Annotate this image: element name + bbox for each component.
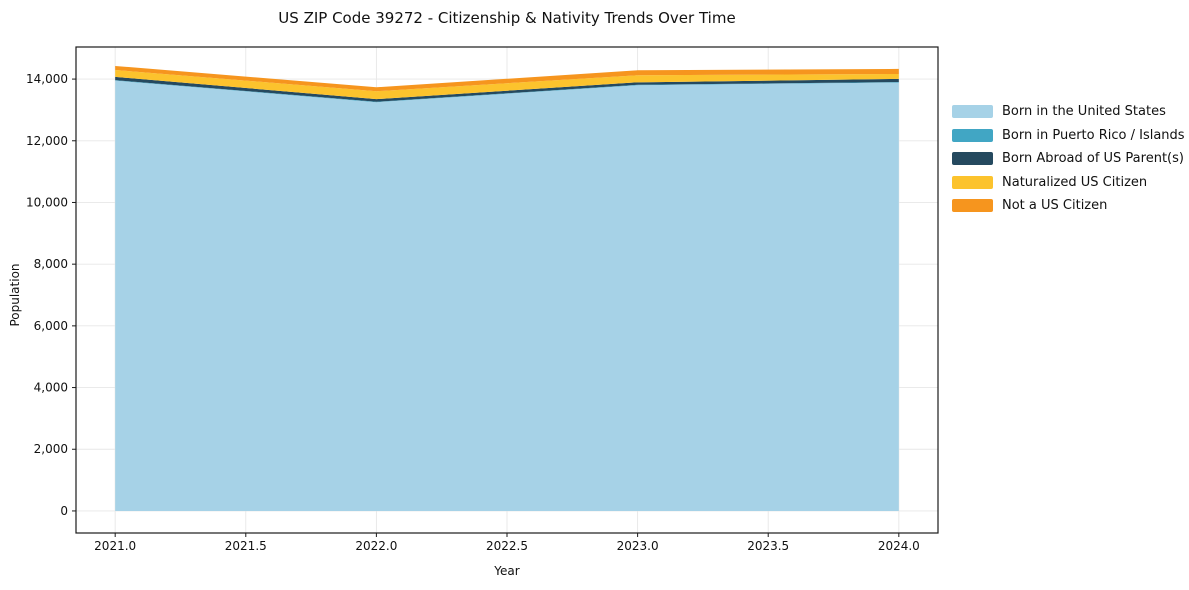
x-tick-label: 2022.5 — [486, 539, 528, 553]
y-tick-label: 12,000 — [26, 134, 68, 148]
y-tick-label: 2,000 — [34, 442, 68, 456]
y-tick-label: 10,000 — [26, 195, 68, 209]
legend-swatch-naturalized — [952, 175, 993, 189]
legend-item: Not a US Citizen — [952, 194, 1185, 218]
legend-label: Born Abroad of US Parent(s) — [1002, 151, 1184, 167]
area-series-3 — [115, 69, 899, 100]
area-series-0 — [115, 80, 899, 511]
y-tick-label: 6,000 — [34, 319, 68, 333]
area-series-4 — [115, 65, 899, 92]
y-tick-label: 0 — [60, 504, 68, 518]
legend-swatch-puerto-rico — [952, 128, 993, 142]
legend-swatch-born-us — [952, 105, 993, 119]
x-tick-label: 2023.5 — [747, 539, 789, 553]
x-tick-label: 2024.0 — [878, 539, 920, 553]
y-tick-label: 8,000 — [34, 257, 68, 271]
legend-label: Born in Puerto Rico / Islands — [1002, 127, 1185, 143]
legend-label: Born in the United States — [1002, 104, 1166, 120]
x-tick-label: 2023.0 — [617, 539, 659, 553]
area-series-1 — [115, 80, 899, 103]
legend-item: Naturalized US Citizen — [952, 171, 1185, 195]
y-axis-label: Population — [8, 263, 22, 327]
legend-swatch-not-citizen — [952, 199, 993, 213]
x-tick-label: 2021.5 — [225, 539, 267, 553]
legend-label: Naturalized US Citizen — [1002, 174, 1148, 190]
legend-item: Born in the United States — [952, 100, 1185, 124]
legend-label: Not a US Citizen — [1002, 198, 1108, 214]
x-tick-label: 2021.0 — [94, 539, 136, 553]
y-tick-label: 14,000 — [26, 72, 68, 86]
legend-item: Born in Puerto Rico / Islands — [952, 124, 1185, 148]
chart-legend: Born in the United States Born in Puerto… — [952, 100, 1185, 218]
chart-title: US ZIP Code 39272 - Citizenship & Nativi… — [278, 9, 736, 27]
x-tick-label: 2022.0 — [355, 539, 397, 553]
y-tick-label: 4,000 — [34, 381, 68, 395]
area-series-2 — [115, 76, 899, 102]
x-axis-label: Year — [494, 564, 520, 578]
legend-swatch-born-abroad — [952, 152, 993, 166]
legend-item: Born Abroad of US Parent(s) — [952, 147, 1185, 171]
